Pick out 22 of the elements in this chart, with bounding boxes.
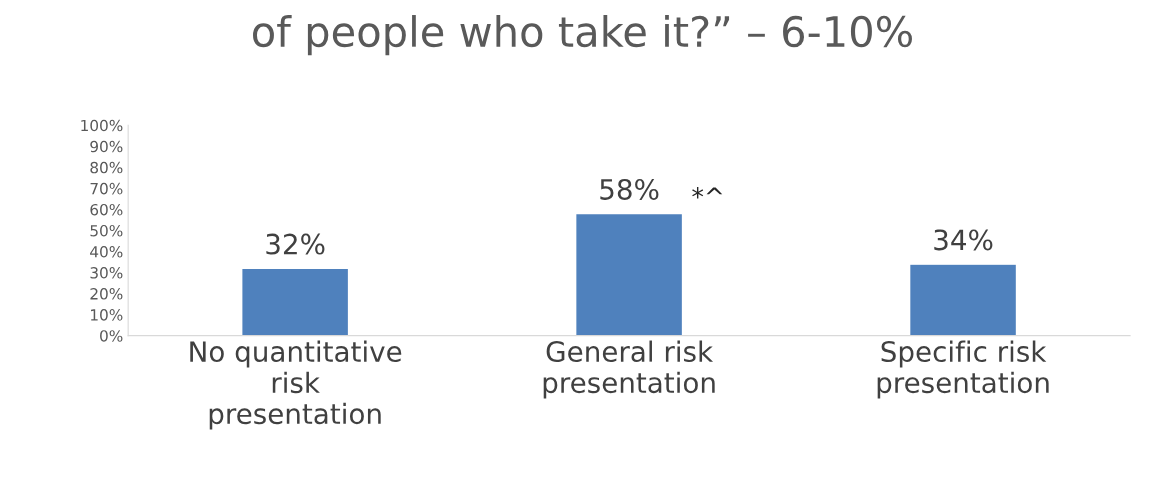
x-tick-label: No quantitative risk presentation [190, 340, 402, 430]
chart-title: of people who take it?” – 6-10% [253, 15, 912, 56]
y-tick-label: 0% [100, 330, 123, 342]
y-tick-label: 70% [90, 182, 123, 195]
y-tick-label: 30% [90, 267, 123, 279]
y-tick-label: 20% [90, 288, 123, 300]
annotation: *^ [692, 187, 723, 199]
data-label: 58% [600, 178, 659, 200]
bar [574, 212, 684, 336]
bar [241, 267, 350, 336]
y-tick-label: 60% [90, 203, 123, 216]
y-tick-label: 80% [90, 161, 123, 174]
data-label: 34% [934, 229, 993, 251]
data-label: 32% [266, 233, 325, 255]
bar [908, 263, 1018, 336]
x-tick-label: General risk presentation [543, 340, 715, 399]
y-tick-label: 90% [90, 140, 123, 153]
y-tick-label: 50% [90, 224, 123, 237]
x-tick-label: Specific risk presentation [877, 340, 1049, 399]
y-tick-label: 10% [91, 309, 123, 321]
y-tick-label: 100% [81, 119, 123, 132]
y-tick-label: 40% [90, 245, 123, 258]
